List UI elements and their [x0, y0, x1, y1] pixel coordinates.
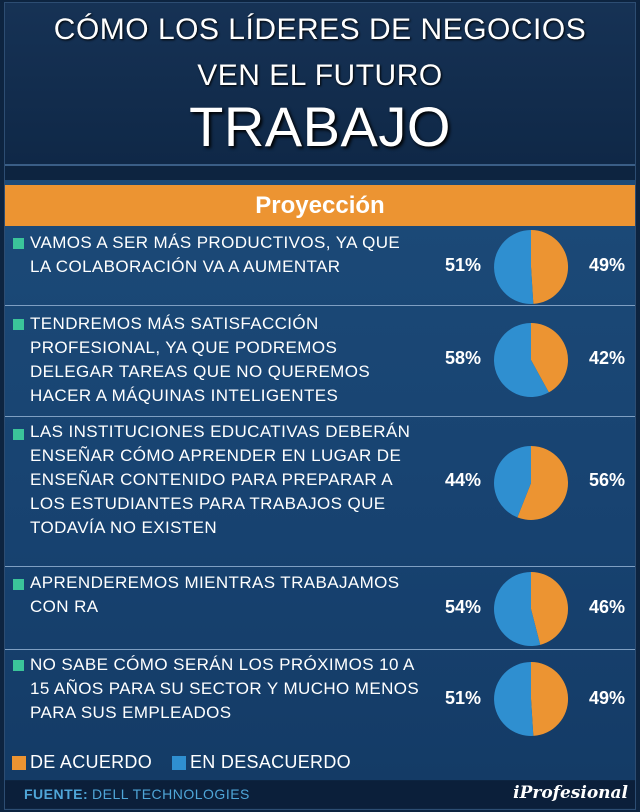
agree-pct-label: 42%: [588, 348, 626, 368]
statement: APRENDEREMOS MIENTRAS TRABAJAMOS CON RA: [30, 573, 400, 616]
row-divider: [5, 566, 635, 567]
pie-slice-disagree: [494, 446, 531, 518]
chart-row-5: NO SABE CÓMO SERÁN LOS PRÓXIMOS 10 A 15 …: [5, 650, 635, 746]
footer: [5, 781, 635, 808]
statement: LAS INSTITUCIONES EDUCATIVAS DEBERÁN ENS…: [30, 422, 411, 537]
pie-slice-disagree: [494, 230, 534, 304]
disagree-pct-label: 54%: [444, 597, 482, 617]
pie-slice-agree: [517, 446, 569, 520]
pie-slice-disagree: [493, 323, 549, 397]
pie-chart-3: [494, 446, 569, 520]
frame-border: [4, 2, 636, 810]
bullet-icon: [13, 660, 24, 671]
bullet-icon: [13, 319, 24, 330]
legend-agree: DE ACUERDO: [30, 752, 153, 772]
pie-slice-disagree: [494, 572, 541, 646]
agree-pct-label: 49%: [588, 255, 626, 275]
legend-disagree: EN DESACUERDO: [190, 752, 351, 772]
legend-swatch-agree: [12, 756, 26, 770]
disagree-pct-label: 51%: [444, 255, 482, 275]
bullet-icon: [13, 579, 24, 590]
chart-row-2: TENDREMOS MÁS SATISFACCIÓN PROFESIONAL, …: [5, 306, 635, 417]
chart-row-1: VAMOS A SER MÁS PRODUCTIVOS, YA QUE LA C…: [5, 227, 635, 306]
title-line-2: VEN EL FUTURO: [197, 59, 443, 92]
disagree-pct-label: 58%: [444, 348, 482, 368]
section-banner: Proyección: [5, 185, 635, 226]
source-value: DELL TECHNOLOGIES: [92, 786, 250, 802]
legend-swatch-disagree: [172, 756, 186, 770]
row-divider: [5, 649, 635, 650]
pie-slice-agree: [531, 229, 569, 304]
disagree-pct-label: 44%: [444, 470, 482, 490]
chart-row-4: APRENDEREMOS MIENTRAS TRABAJAMOS CON RA …: [5, 567, 635, 650]
bullet-icon: [13, 429, 24, 440]
statement: TENDREMOS MÁS SATISFACCIÓN PROFESIONAL, …: [30, 314, 371, 405]
statement: NO SABE CÓMO SERÁN LOS PRÓXIMOS 10 A 15 …: [30, 655, 420, 722]
header: CÓMO LOS LÍDERES DE NEGOCIOS VEN EL FUTU…: [5, 3, 635, 166]
pie-chart-1: [494, 229, 569, 304]
pie-slice-disagree: [494, 662, 534, 736]
statement: VAMOS A SER MÁS PRODUCTIVOS, YA QUE LA C…: [30, 233, 401, 276]
chart-row-3: LAS INSTITUCIONES EDUCATIVAS DEBERÁN ENS…: [5, 417, 635, 567]
row-divider: [5, 305, 635, 306]
disagree-pct-label: 51%: [444, 688, 482, 708]
agree-pct-label: 49%: [588, 688, 626, 708]
agree-pct-label: 56%: [588, 470, 626, 490]
brand-logo[interactable]: iProfesional: [513, 783, 628, 803]
pie-chart-2: [493, 323, 568, 397]
title-main: TRABAJO: [189, 95, 451, 158]
pie-slice-agree: [531, 572, 569, 645]
source-label: FUENTE:: [24, 786, 89, 802]
title-line-1: CÓMO LOS LÍDERES DE NEGOCIOS: [53, 13, 587, 46]
agree-pct-label: 46%: [588, 597, 626, 617]
row-divider: [5, 416, 635, 417]
pie-slice-agree: [531, 323, 568, 393]
bullet-icon: [13, 238, 24, 249]
pie-slice-agree: [531, 662, 569, 736]
pie-chart-5: [494, 662, 569, 736]
pie-chart-4: [494, 572, 569, 646]
